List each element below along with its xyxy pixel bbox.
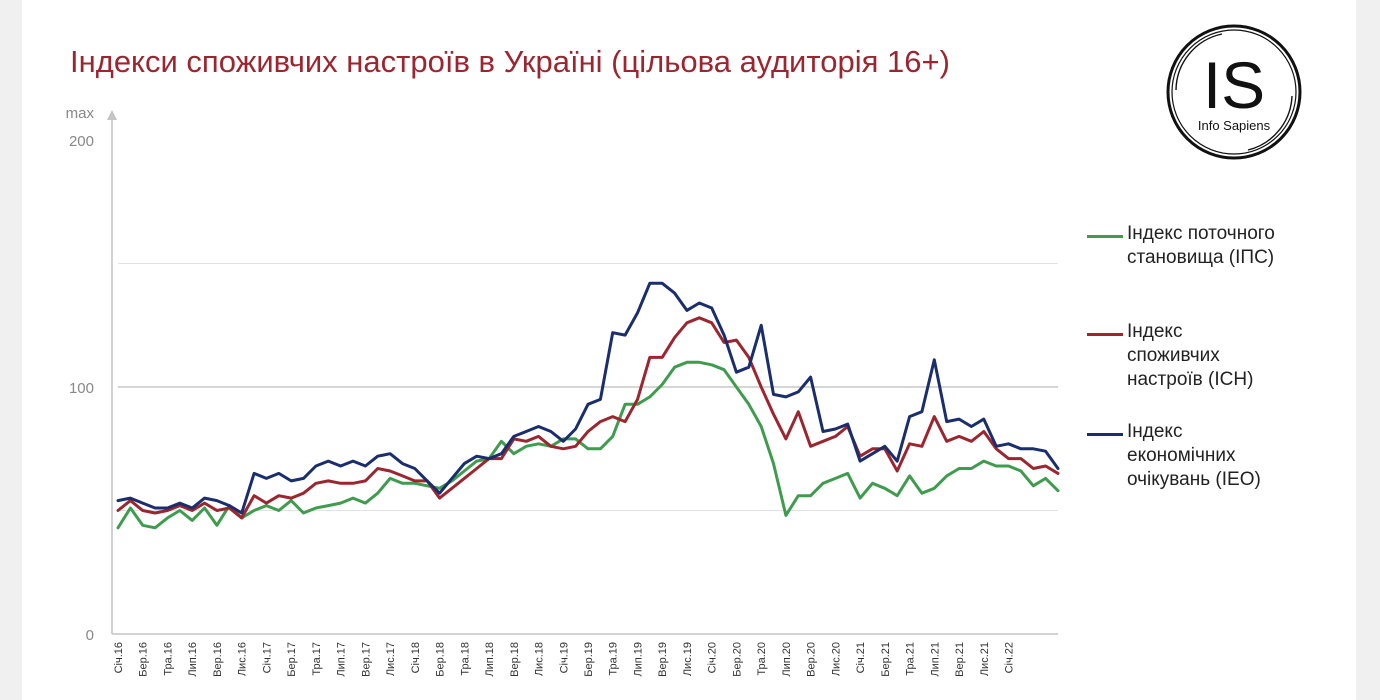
- x-tick-label: Тра.16: [162, 642, 174, 676]
- series-lines: [116, 281, 1060, 530]
- x-tick-label: Бер.16: [138, 642, 150, 677]
- x-tick-label: Бер.21: [880, 642, 892, 677]
- x-tick-label: Тра.17: [311, 642, 323, 676]
- x-tick-label: Лис.20: [830, 642, 842, 676]
- legend-label-line: Індекс поточного: [1127, 223, 1275, 244]
- x-tick-label: Бер.20: [731, 642, 743, 677]
- info-sapiens-logo: IS Info Sapiens: [1166, 24, 1302, 160]
- series-line-3: [116, 281, 1060, 515]
- x-tick-label: Тра.21: [905, 642, 917, 676]
- x-tick-label: Січ.17: [261, 642, 273, 673]
- legend-label-line: Індекс: [1127, 321, 1183, 342]
- legend-swatch: [1087, 333, 1123, 336]
- legend-label-line: економічних: [1127, 445, 1236, 466]
- y-axis-arrow-icon: [107, 110, 117, 120]
- x-tick-labels: Січ.16 Бер.16 Тра.16 Лип.16 Вер.16 Лис.16 Січ.…: [113, 642, 1016, 677]
- x-tick-label: Вер.18: [509, 642, 521, 677]
- x-tick-label: Лис.16: [237, 642, 249, 676]
- legend-label-line: споживчих: [1127, 345, 1220, 366]
- x-tick-label: Вер.21: [954, 642, 966, 677]
- x-tick-label: Січ.18: [410, 642, 422, 673]
- x-tick-label: Лис.18: [534, 642, 546, 676]
- x-tick-label: Вер.17: [360, 642, 372, 677]
- logo-name: Info Sapiens: [1198, 118, 1271, 133]
- y-axis-max-label: max: [66, 105, 95, 122]
- series-line-1: [116, 360, 1060, 530]
- x-tick-label: Вер.20: [806, 642, 818, 677]
- y-tick-label-0: 0: [86, 627, 94, 644]
- legend-label-line: настроїв (ІСН): [1127, 369, 1254, 390]
- x-tick-label: Лип.16: [187, 642, 199, 677]
- y-tick-label-100: 100: [69, 380, 94, 397]
- x-tick-label: Січ.19: [558, 642, 570, 673]
- x-tick-label: Січ.16: [113, 642, 125, 673]
- legend-label: Індекс споживчих настроїв (ІСН): [1127, 320, 1347, 392]
- axes: max 0 100 200: [66, 105, 1058, 644]
- legend-label: Індекс економічних очікувань (ІЕО): [1127, 420, 1347, 492]
- line-chart: max 0 100 200 Січ.16 Бер.16 Тра.16 Лип.16 Вер.1…: [66, 105, 1060, 677]
- logo-letters: IS: [1203, 48, 1265, 122]
- x-tick-label: Тра.19: [608, 642, 620, 676]
- x-tick-label: Лип.17: [336, 642, 348, 677]
- x-tick-label: Січ.22: [1004, 642, 1016, 673]
- legend-label-line: становища (ІПС): [1127, 247, 1275, 268]
- y-tick-label-200: 200: [69, 133, 94, 150]
- x-tick-label: Вер.19: [657, 642, 669, 677]
- report-card: Індекси споживчих настроїв в Україні (ці…: [22, 0, 1356, 700]
- x-tick-label: Бер.17: [286, 642, 298, 677]
- x-tick-label: Лип.18: [484, 642, 496, 677]
- x-tick-label: Тра.18: [459, 642, 471, 676]
- x-tick-label: Лис.17: [385, 642, 397, 676]
- x-tick-label: Січ.20: [707, 642, 719, 673]
- page-title: Індекси споживчих настроїв в Україні (ці…: [70, 44, 950, 79]
- legend-label-line: очікувань (ІЕО): [1127, 469, 1261, 490]
- legend-swatch: [1087, 433, 1123, 436]
- x-tick-label: Лип.21: [929, 642, 941, 677]
- series-line-2: [116, 316, 1060, 520]
- x-tick-label: Тра.20: [756, 642, 768, 676]
- x-tick-label: Лип.19: [632, 642, 644, 677]
- legend-swatch: [1087, 235, 1123, 238]
- grid-lines: [118, 263, 1058, 511]
- x-tick-label: Лис.21: [979, 642, 991, 676]
- x-tick-label: Вер.16: [212, 642, 224, 677]
- legend-label: Індекс поточного становища (ІПС): [1127, 222, 1347, 270]
- x-tick-label: Січ.21: [855, 642, 867, 673]
- x-tick-label: Лип.20: [781, 642, 793, 677]
- x-tick-label: Лис.19: [682, 642, 694, 676]
- x-tick-label: Бер.19: [583, 642, 595, 677]
- legend-label-line: Індекс: [1127, 421, 1183, 442]
- x-tick-label: Бер.18: [435, 642, 447, 677]
